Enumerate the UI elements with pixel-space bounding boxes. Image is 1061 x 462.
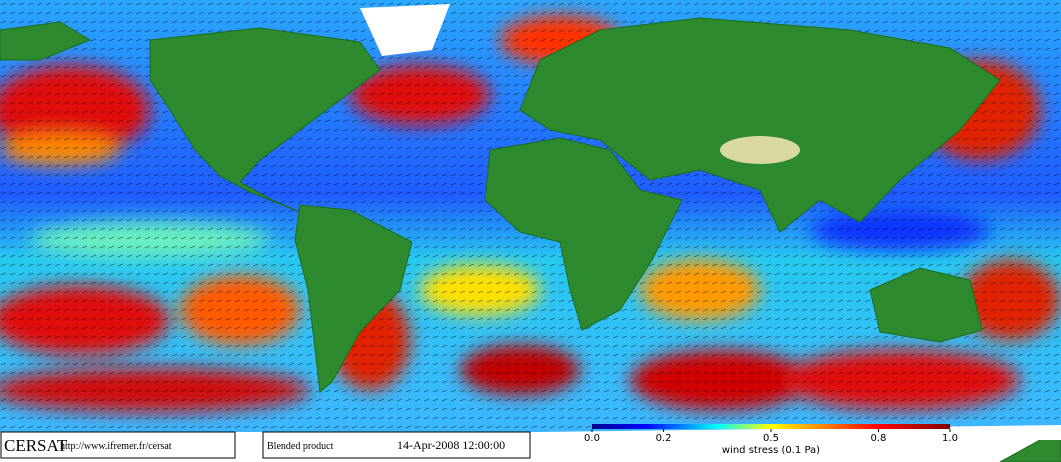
logo-box	[0, 431, 236, 459]
colorbar-tick-label: 0.8	[870, 433, 886, 444]
colorbar-tick-label: 1.0	[942, 433, 958, 444]
product-box	[262, 431, 531, 459]
colorbar-tick-label: 0.2	[656, 433, 672, 444]
colorbar-label: wind stress (0.1 Pa)	[722, 445, 820, 456]
land	[0, 17, 1061, 462]
colorbar-tick-label: 0.0	[584, 433, 600, 444]
logo-text: CERSAT	[4, 436, 68, 455]
timestamp: 14-Apr-2008 12:00:00	[397, 438, 505, 452]
colorbar	[592, 424, 950, 429]
product: Blended product	[267, 441, 334, 452]
colorbar-tick-label: 0.5	[763, 433, 779, 444]
logo-url: http://www.ifremer.fr/cersat	[60, 441, 172, 452]
